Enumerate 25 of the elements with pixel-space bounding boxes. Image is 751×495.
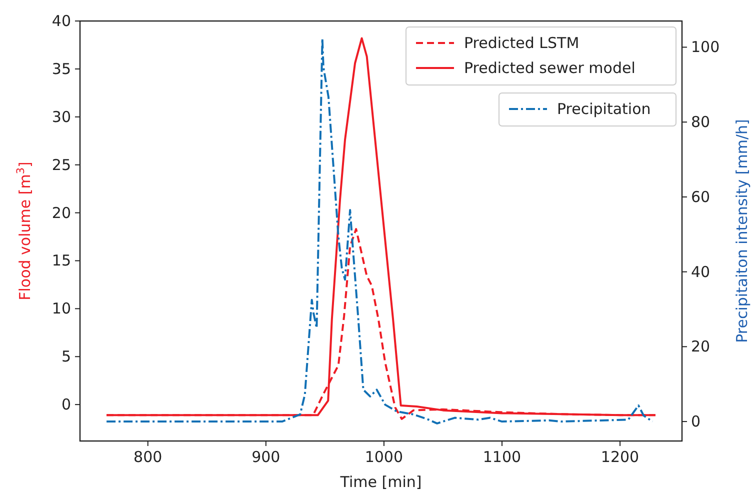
y-tick-label: 35 [52, 60, 71, 78]
x-axis-title: Time [min] [339, 473, 422, 491]
y-tick-label: 30 [52, 108, 71, 126]
legend-label: Precipitation [557, 100, 651, 118]
y2-axis-title: Precipitaiton intensity [mm/h] [733, 119, 751, 343]
y-tick-label: 15 [52, 252, 71, 270]
y-tick-label: 10 [52, 300, 71, 318]
y2-tick-label: 0 [691, 412, 701, 431]
legend-label: Predicted sewer model [464, 59, 636, 77]
y-tick-label: 5 [61, 348, 71, 366]
y2-tick-label: 40 [691, 262, 710, 281]
y2-tick-label: 80 [691, 113, 710, 132]
x-tick-label: 900 [252, 448, 280, 466]
x-tick-label: 1100 [482, 448, 522, 466]
y2-tick-label: 60 [691, 188, 710, 206]
x-tick-label: 1200 [600, 448, 640, 466]
y-tick-label: 25 [52, 156, 71, 174]
y2-tick-label: 100 [691, 38, 720, 56]
y-tick-label: 40 [52, 12, 71, 30]
legend-label: Predicted LSTM [464, 34, 580, 52]
x-tick-label: 1000 [364, 448, 404, 466]
x-tick-label: 800 [134, 448, 162, 466]
y-tick-label: 20 [52, 204, 71, 222]
y2-tick-label: 20 [691, 338, 710, 356]
y-tick-label: 0 [61, 396, 71, 414]
